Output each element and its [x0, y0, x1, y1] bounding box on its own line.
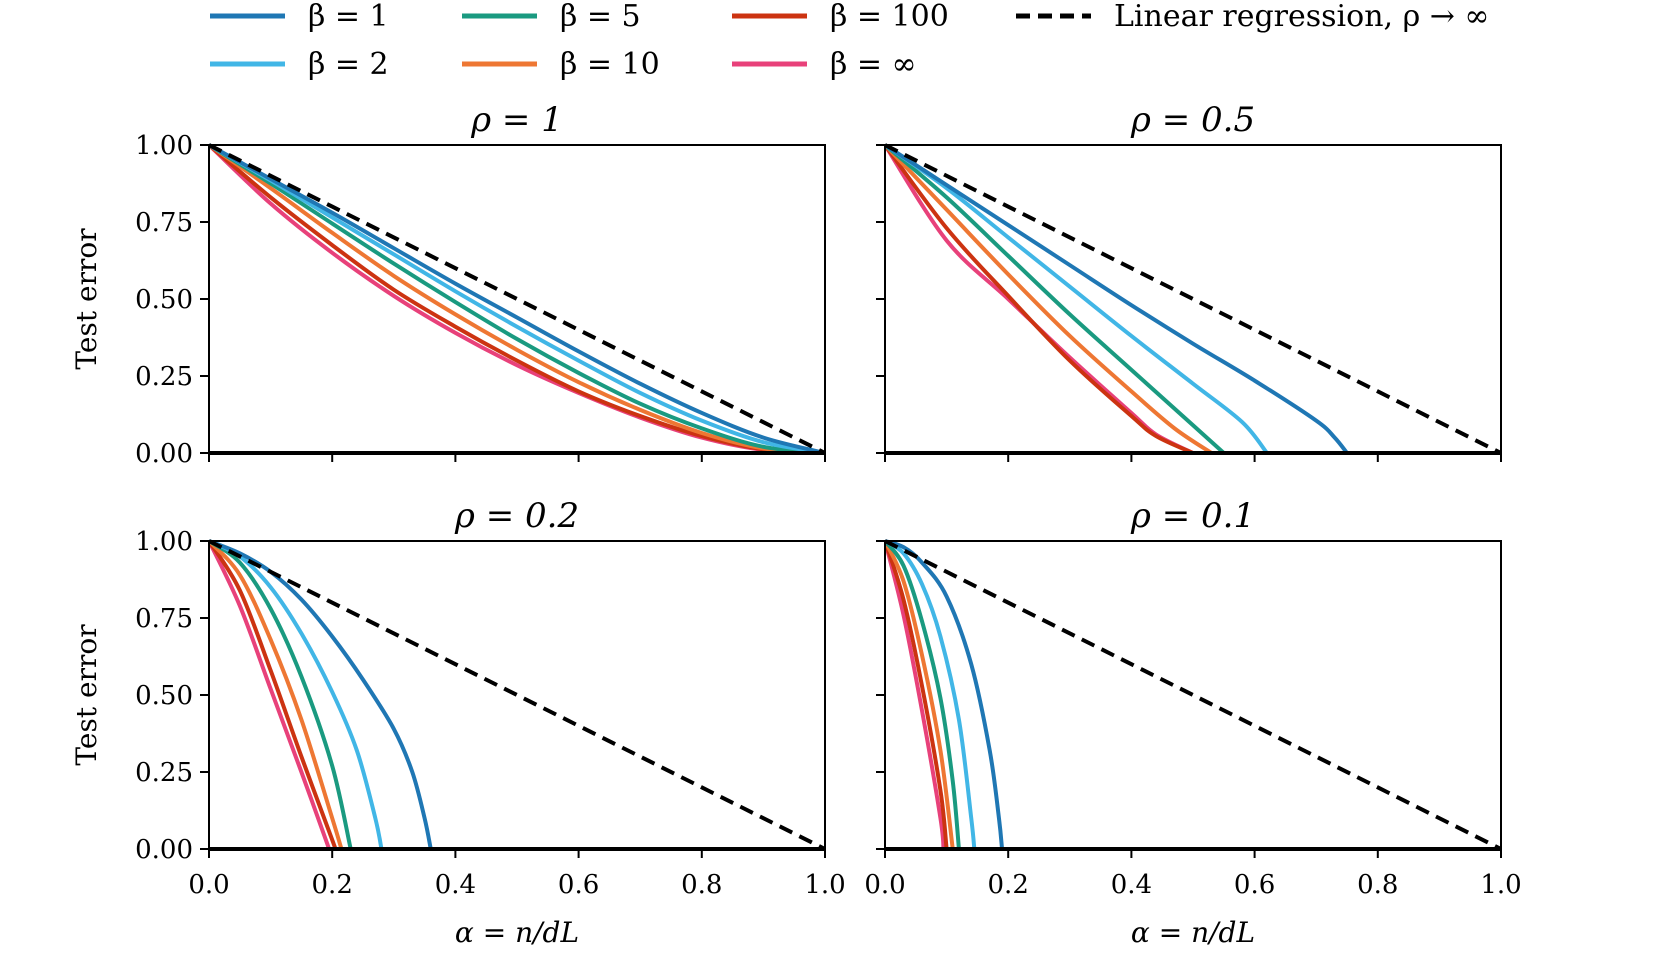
series-line [209, 539, 433, 849]
legend-label: β = 5 [560, 0, 641, 34]
x-axis-label: α = n/dL [455, 916, 579, 949]
x-axis-label: α = n/dL [1131, 916, 1255, 949]
series-line [885, 143, 1269, 453]
y-tick-label: 1.00 [135, 527, 193, 557]
y-tick-label: 0.25 [135, 758, 193, 788]
chart-panel: ρ = 1 0.00 0.25 0.50 0.75 1.00 Test error [70, 100, 826, 469]
y-tick-label: 0.75 [135, 604, 193, 634]
panel-title: ρ = 0.5 [1130, 100, 1255, 140]
x-tick-label: 0.6 [1234, 870, 1275, 900]
series-line [209, 539, 353, 849]
series-line [209, 143, 826, 453]
x-tick-label: 0.2 [312, 870, 353, 900]
series-line [885, 143, 1213, 453]
series-line [885, 540, 955, 849]
x-tick-label: 0.4 [435, 870, 476, 900]
series-line [209, 539, 338, 849]
chart-panel: ρ = 0.2 0.0 0.2 0.4 0.6 0.8 1.0 0.00 0.25 0.50 0.7… [70, 496, 846, 949]
series-group [209, 143, 826, 453]
series-line [209, 143, 826, 453]
y-tick-label: 1.00 [135, 131, 193, 161]
series-line [209, 143, 826, 453]
y-axis-label: Test error [70, 624, 103, 766]
legend-label: β = 10 [560, 47, 660, 82]
series-line [209, 143, 826, 453]
series-line [885, 539, 1502, 849]
x-tick-label: 1.0 [1480, 870, 1521, 900]
series-line [885, 143, 1226, 453]
y-tick-label: 0.00 [135, 439, 193, 469]
series-line [885, 143, 1349, 453]
series-line [885, 143, 1194, 453]
series-line [885, 540, 946, 849]
legend-label: Linear regression, ρ → ∞ [1114, 0, 1489, 34]
chart-panel: ρ = 0.5 [876, 100, 1502, 462]
legend-entry: β = 10 [462, 47, 660, 82]
panel-title: ρ = 0.2 [454, 496, 579, 536]
legend-entry: β = 1 [210, 0, 389, 34]
series-group [885, 143, 1502, 453]
legend-label: β = ∞ [830, 47, 917, 82]
series-line [209, 539, 344, 849]
panel-title: ρ = 1 [470, 100, 563, 140]
legend-label: β = 100 [830, 0, 949, 34]
series-line [885, 539, 961, 849]
legend: β = 1 β = 2 β = 5 β = 10 β = 100 β = ∞ Linear … [210, 0, 1489, 82]
series-line [209, 143, 826, 453]
x-tick-label: 0.0 [188, 870, 229, 900]
x-tick-label: 0.2 [988, 870, 1029, 900]
series-line [209, 539, 384, 849]
y-tick-label: 0.75 [135, 208, 193, 238]
legend-label: β = 1 [308, 0, 389, 34]
legend-entry: β = 5 [462, 0, 641, 34]
legend-label: β = 2 [308, 47, 389, 82]
y-tick-label: 0.25 [135, 362, 193, 392]
chart-panel: ρ = 0.1 0.0 0.2 0.4 0.6 0.8 1.0 α = n/dL [864, 496, 1521, 949]
series-line [885, 143, 1502, 453]
x-tick-label: 0.0 [864, 870, 905, 900]
series-line [885, 539, 977, 849]
x-tick-label: 0.6 [558, 870, 599, 900]
y-tick-label: 0.50 [135, 285, 193, 315]
series-group [209, 539, 826, 849]
legend-entry: β = ∞ [732, 47, 917, 82]
x-tick-label: 0.8 [681, 870, 722, 900]
x-tick-label: 0.4 [1111, 870, 1152, 900]
series-line [885, 540, 949, 849]
y-axis-label: Test error [70, 228, 103, 370]
y-tick-label: 0.50 [135, 681, 193, 711]
series-line [209, 540, 332, 849]
legend-entry: Linear regression, ρ → ∞ [1016, 0, 1489, 34]
x-tick-label: 0.8 [1357, 870, 1398, 900]
legend-entry: β = 100 [732, 0, 949, 34]
series-line [885, 539, 1005, 849]
y-tick-label: 0.00 [135, 835, 193, 865]
series-line [209, 539, 826, 849]
series-group [885, 539, 1502, 849]
x-tick-label: 1.0 [804, 870, 845, 900]
panel-title: ρ = 0.1 [1130, 496, 1255, 536]
series-line [209, 143, 826, 453]
legend-entry: β = 2 [210, 47, 389, 82]
